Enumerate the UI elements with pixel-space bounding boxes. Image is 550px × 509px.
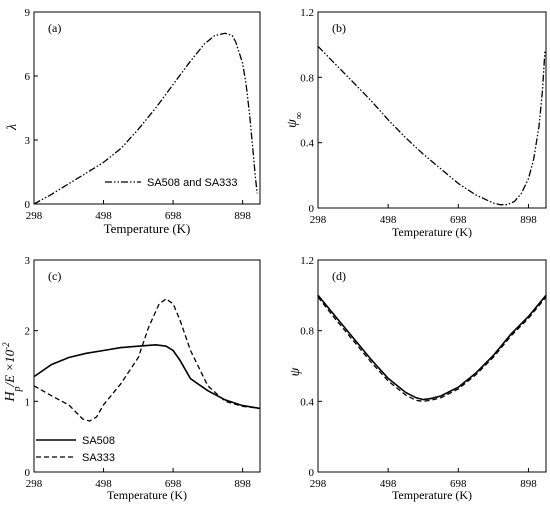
panel-b: 298 498 698 898 0 0.4 0.8 1.2 (b) Temperature (K)… [285,7,547,239]
x-tick-label: 698 [450,214,467,226]
y-tick-label: 6 [25,71,31,83]
y-tick-label: 1.2 [300,255,314,267]
y-tick-label: 3 [25,255,31,267]
series-line-sa333 [317,296,547,402]
x-tick-label: 498 [380,478,397,490]
x-tick-label: 298 [310,214,327,226]
legend-label: SA508 [82,435,115,447]
series-line-sa333 [33,298,261,422]
x-axis-label: Temperature (K) [392,225,472,239]
x-axis-label: Temperature (K) [392,488,472,502]
x-tick-label: 898 [234,478,251,490]
series-line-curve [317,45,546,206]
x-axis-label: Temperature (K) [107,488,187,502]
y-tick-label: 3 [25,135,31,147]
x-tick-label: 498 [95,478,112,490]
y-axis-label: ψ∞ [285,112,305,128]
x-tick-label: 898 [520,214,537,226]
y-tick-label: 0.4 [300,396,314,408]
x-tick-label: 898 [234,210,251,222]
panel-label: (a) [48,21,61,35]
y-tick-label: 1.2 [300,7,314,19]
panel-label: (c) [48,269,61,283]
panel-label: (d) [332,269,346,283]
x-tick-label: 498 [95,210,112,222]
y-tick-label: 2 [25,326,31,338]
y-tick-label: 9 [25,7,31,19]
y-axis-label: Hp/E ×10-2 [1,342,23,403]
panel-label: (b) [332,21,346,35]
y-tick-label: 0.8 [300,326,314,338]
x-tick-label: 298 [26,478,43,490]
legend-label: SA333 [82,452,115,464]
plot-frame [317,11,547,209]
x-tick-label: 298 [26,210,43,222]
y-tick-label: 0 [309,467,315,479]
panel-d: 298 498 698 898 0 0.4 0.8 1.2 (d) Temperature (K)… [288,255,547,502]
plot-frame [317,259,547,473]
y-axis-label: λ [5,124,20,131]
y-tick-label: 0.8 [300,72,314,84]
panel-c: 298 498 698 898 0 1 2 3 (c) Temperature (K) Hp/E ×… [1,255,261,502]
legend-label: SA508 and SA333 [147,177,238,189]
x-tick-label: 498 [380,214,397,226]
series-line-sa508 [317,294,547,401]
y-tick-label: 0 [25,199,31,211]
y-axis-label: ψ [288,367,303,376]
plot-frame [33,11,261,205]
x-tick-label: 698 [450,478,467,490]
x-tick-label: 698 [165,478,182,490]
y-tick-label: 0 [309,203,315,215]
x-tick-label: 698 [165,210,182,222]
y-tick-label: 0.4 [300,138,314,150]
x-tick-label: 298 [310,478,327,490]
y-tick-label: 0 [25,467,31,479]
series-line-sa508-and-sa333 [33,32,258,205]
x-tick-label: 898 [520,478,537,490]
x-axis-label: Temperature (K) [104,221,191,236]
panel-a: 298 498 698 898 0 3 6 9 (a) Temperature (K) λ SA508… [5,7,261,236]
series-line-sa508 [33,343,261,410]
plot-frame [33,259,261,473]
y-tick-label: 1 [25,396,31,408]
